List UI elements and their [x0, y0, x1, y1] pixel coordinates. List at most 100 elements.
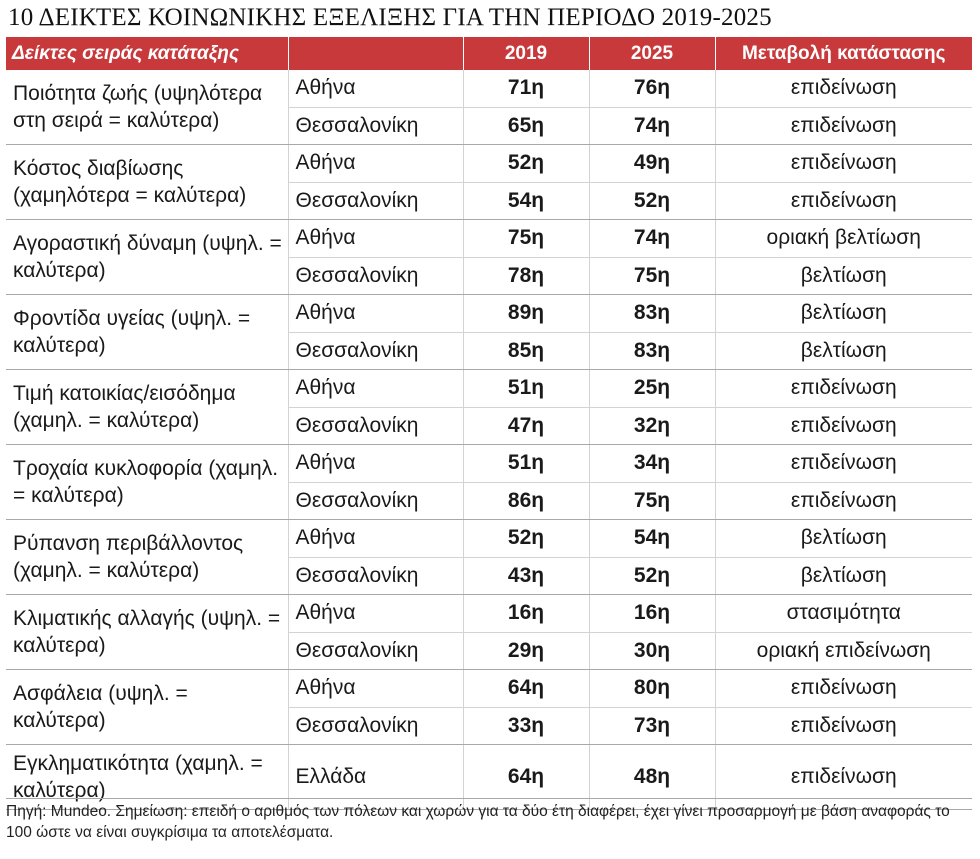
- change-cell: βελτίωση: [715, 257, 972, 295]
- value-2025-cell: 83η: [589, 294, 716, 333]
- value-2019-cell: 65η: [463, 107, 590, 145]
- indicator-cell: Φροντίδα υγείας (υψηλ. = καλύτερα): [6, 294, 289, 370]
- page-title: 10 ΔΕΙΚΤΕΣ ΚΟΙΝΩΝΙΚΗΣ ΕΞΕΛΙΞΗΣ ΓΙΑ ΤΗΝ Π…: [8, 4, 772, 31]
- indicator-cell: Αγοραστική δύναμη (υψηλ. = καλύτερα): [6, 219, 289, 295]
- table-row: Θεσσαλονίκη 29η 30η οριακή επιδείνωση: [6, 632, 972, 670]
- table-row: Θεσσαλονίκη 33η 73η επιδείνωση: [6, 707, 972, 745]
- change-cell: επιδείνωση: [715, 407, 972, 445]
- value-2019-cell: 64η: [463, 669, 590, 708]
- value-2019-cell: 52η: [463, 144, 590, 183]
- value-2019-cell: 33η: [463, 707, 590, 745]
- city-cell: Αθήνα: [288, 70, 464, 108]
- indicator-cell: Κόστος διαβίωσης (χαμηλότερα = καλύτερα): [6, 144, 289, 220]
- value-2019-cell: 64η: [463, 744, 590, 810]
- header-2019: 2019: [463, 37, 590, 70]
- city-cell: Αθήνα: [288, 444, 464, 483]
- value-2025-cell: 52η: [589, 557, 716, 595]
- city-cell: Θεσσαλονίκη: [288, 332, 464, 370]
- table-row: Ποιότητα ζωής (υψηλότερα στη σειρά = καλ…: [6, 70, 972, 145]
- value-2025-cell: 16η: [589, 594, 716, 633]
- value-2019-cell: 47η: [463, 407, 590, 445]
- indicator-cell: Εγκληματικότητα (χαμηλ. = καλύτερα): [6, 744, 289, 810]
- value-2019-cell: 51η: [463, 444, 590, 483]
- change-cell: επιδείνωση: [715, 70, 972, 108]
- indicator-cell: Ρύπανση περιβάλλοντος (χαμηλ. = καλύτερα…: [6, 519, 289, 595]
- indicator-cell: Κλιματικής αλλαγής (υψηλ. = καλύτερα): [6, 594, 289, 670]
- value-2019-cell: 52η: [463, 519, 590, 558]
- city-cell: Αθήνα: [288, 219, 464, 258]
- value-2025-cell: 73η: [589, 707, 716, 745]
- change-cell: επιδείνωση: [715, 482, 972, 520]
- value-2025-cell: 32η: [589, 407, 716, 445]
- value-2025-cell: 75η: [589, 257, 716, 295]
- value-2019-cell: 85η: [463, 332, 590, 370]
- city-cell: Αθήνα: [288, 669, 464, 708]
- footer-note: Πηγή: Mundeo. Σημείωση: επειδή ο αριθμός…: [6, 803, 950, 841]
- table-row: Θεσσαλονίκη 54η 52η επιδείνωση: [6, 182, 972, 220]
- value-2019-cell: 29η: [463, 632, 590, 670]
- indicator-cell: Ασφάλεια (υψηλ. = καλύτερα): [6, 669, 289, 745]
- header-city: [288, 37, 464, 70]
- value-2019-cell: 71η: [463, 70, 590, 108]
- table-row: Κλιματικής αλλαγής (υψηλ. = καλύτερα) Αθή…: [6, 594, 972, 670]
- table-row: Τιμή κατοικίας/εισόδημα (χαμηλ. = καλύτε…: [6, 369, 972, 445]
- change-cell: επιδείνωση: [715, 707, 972, 745]
- change-cell: βελτίωση: [715, 332, 972, 370]
- table-row: Θεσσαλονίκη 65η 74η επιδείνωση: [6, 107, 972, 145]
- table-row: Κόστος διαβίωσης (χαμηλότερα = καλύτερα)…: [6, 144, 972, 220]
- table-body: Ποιότητα ζωής (υψηλότερα στη σειρά = καλ…: [6, 70, 972, 810]
- city-cell: Αθήνα: [288, 594, 464, 633]
- value-2019-cell: 54η: [463, 182, 590, 220]
- value-2025-cell: 34η: [589, 444, 716, 483]
- table-row: Θεσσαλονίκη 85η 83η βελτίωση: [6, 332, 972, 370]
- change-cell: επιδείνωση: [715, 369, 972, 408]
- city-cell: Θεσσαλονίκη: [288, 632, 464, 670]
- table-row: Φροντίδα υγείας (υψηλ. = καλύτερα) Αθήνα 8…: [6, 294, 972, 370]
- value-2025-cell: 76η: [589, 70, 716, 108]
- change-cell: βελτίωση: [715, 519, 972, 558]
- indicator-cell: Τροχαία κυκλοφορία (χαμηλ. = καλύτερα): [6, 444, 289, 520]
- city-cell: Αθήνα: [288, 144, 464, 183]
- value-2019-cell: 43η: [463, 557, 590, 595]
- value-2025-cell: 75η: [589, 482, 716, 520]
- value-2025-cell: 54η: [589, 519, 716, 558]
- city-cell: Θεσσαλονίκη: [288, 182, 464, 220]
- table-row: Θεσσαλονίκη 47η 32η επιδείνωση: [6, 407, 972, 445]
- table-row: Ρύπανση περιβάλλοντος (χαμηλ. = καλύτερα…: [6, 519, 972, 595]
- table-row: Εγκληματικότητα (χαμηλ. = καλύτερα) Ελλάδ…: [6, 744, 972, 810]
- change-cell: επιδείνωση: [715, 444, 972, 483]
- value-2019-cell: 16η: [463, 594, 590, 633]
- city-cell: Θεσσαλονίκη: [288, 257, 464, 295]
- value-2025-cell: 49η: [589, 144, 716, 183]
- value-2025-cell: 80η: [589, 669, 716, 708]
- table-row: Τροχαία κυκλοφορία (χαμηλ. = καλύτερα) Αθ…: [6, 444, 972, 520]
- table-row: Ασφάλεια (υψηλ. = καλύτερα) Αθήνα 64η 80η επ…: [6, 669, 972, 745]
- table-row: Θεσσαλονίκη 43η 52η βελτίωση: [6, 557, 972, 595]
- value-2025-cell: 30η: [589, 632, 716, 670]
- value-2025-cell: 83η: [589, 332, 716, 370]
- value-2025-cell: 52η: [589, 182, 716, 220]
- city-cell: Ελλάδα: [288, 744, 464, 810]
- change-cell: οριακή επιδείνωση: [715, 632, 972, 670]
- footer-divider: [6, 798, 972, 799]
- header-indicator: Δείκτες σειράς κατάταξης: [6, 37, 289, 70]
- table-row: Θεσσαλονίκη 86η 75η επιδείνωση: [6, 482, 972, 520]
- header-change: Μεταβολή κατάστασης: [715, 37, 972, 70]
- city-cell: Αθήνα: [288, 294, 464, 333]
- indicators-table: Δείκτες σειράς κατάταξης 2019 2025 Μεταβ…: [6, 37, 972, 810]
- city-cell: Θεσσαλονίκη: [288, 107, 464, 145]
- value-2019-cell: 78η: [463, 257, 590, 295]
- table-row: Θεσσαλονίκη 78η 75η βελτίωση: [6, 257, 972, 295]
- change-cell: βελτίωση: [715, 294, 972, 333]
- value-2025-cell: 74η: [589, 219, 716, 258]
- city-cell: Θεσσαλονίκη: [288, 407, 464, 445]
- change-cell: επιδείνωση: [715, 669, 972, 708]
- change-cell: επιδείνωση: [715, 744, 972, 810]
- change-cell: βελτίωση: [715, 557, 972, 595]
- indicator-cell: Τιμή κατοικίας/εισόδημα (χαμηλ. = καλύτε…: [6, 369, 289, 445]
- change-cell: επιδείνωση: [715, 182, 972, 220]
- city-cell: Αθήνα: [288, 519, 464, 558]
- value-2025-cell: 48η: [589, 744, 716, 810]
- city-cell: Θεσσαλονίκη: [288, 557, 464, 595]
- value-2019-cell: 89η: [463, 294, 590, 333]
